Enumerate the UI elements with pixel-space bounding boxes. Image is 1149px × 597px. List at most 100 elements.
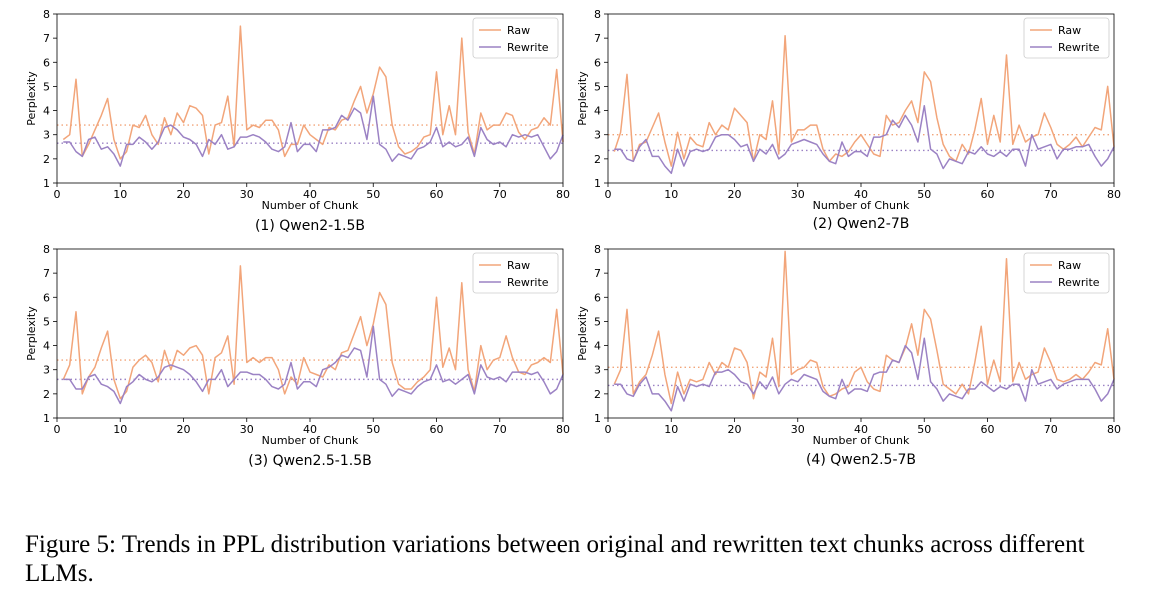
x-tick-label: 40 — [303, 423, 317, 436]
chart-panel-4: 0 10 20 30 40 50 60 70 80 1 2 3 4 5 6 7 8 Number of Chunk… — [576, 243, 1121, 468]
x-tick-label: 70 — [1044, 188, 1058, 201]
figure: 0 10 20 30 40 50 60 70 80 1 2 3 4 5 6 7 8 Number of Chunk… — [25, 8, 1121, 469]
legend-label-rewrite: Rewrite — [1058, 276, 1100, 289]
legend-label-rewrite: Rewrite — [1058, 41, 1100, 54]
legend-label-rewrite: Rewrite — [507, 276, 549, 289]
y-tick-label: 3 — [43, 364, 50, 377]
x-tick-label: 10 — [664, 188, 678, 201]
y-tick-label: 1 — [43, 412, 50, 425]
legend-label-raw: Raw — [1058, 24, 1081, 37]
x-tick-label: 40 — [854, 423, 868, 436]
y-axis-label: Perplexity — [576, 71, 589, 126]
subcaption: (4) Qwen2.5-7B — [806, 452, 916, 468]
subcaption: (3) Qwen2.5-1.5B — [248, 453, 371, 469]
y-tick-label: 7 — [594, 32, 601, 45]
legend-label-raw: Raw — [1058, 259, 1081, 272]
legend-box — [472, 252, 559, 294]
subcaption: (1) Qwen2-1.5B — [255, 218, 365, 234]
x-tick-label: 60 — [430, 423, 444, 436]
series-line-rewrite — [614, 104, 1115, 175]
x-tick-label: 20 — [177, 423, 191, 436]
y-tick-label: 6 — [43, 291, 50, 304]
legend-label-raw: Raw — [507, 24, 530, 37]
x-tick-label: 50 — [366, 188, 380, 201]
x-tick-label: 50 — [366, 423, 380, 436]
x-axis-label: Number of Chunk — [813, 434, 910, 447]
y-tick-label: 8 — [594, 8, 601, 21]
y-tick-label: 1 — [594, 412, 601, 425]
y-tick-label: 2 — [43, 388, 50, 401]
y-tick-label: 4 — [43, 105, 50, 118]
x-tick-label: 70 — [493, 188, 507, 201]
x-tick-label: 20 — [177, 188, 191, 201]
x-tick-label: 40 — [303, 188, 317, 201]
legend-label-raw: Raw — [507, 259, 530, 272]
y-tick-label: 3 — [43, 129, 50, 142]
y-tick-label: 2 — [43, 153, 50, 166]
x-tick-label: 30 — [791, 188, 805, 201]
y-tick-label: 3 — [594, 364, 601, 377]
x-tick-label: 80 — [556, 188, 570, 201]
x-tick-label: 50 — [917, 423, 931, 436]
x-tick-label: 0 — [605, 423, 612, 436]
chart-panel-3: 0 10 20 30 40 50 60 70 80 1 2 3 4 5 6 7 8 Number of Chunk… — [25, 243, 570, 469]
x-tick-label: 30 — [240, 423, 254, 436]
y-tick-label: 4 — [594, 105, 601, 118]
x-tick-label: 70 — [493, 423, 507, 436]
subcaption: (2) Qwen2-7B — [813, 216, 910, 232]
series-line-rewrite — [63, 325, 564, 405]
chart-panel-2: 0 10 20 30 40 50 60 70 80 1 2 3 4 5 6 7 8 Number of Chunk… — [576, 8, 1121, 232]
y-axis-label: Perplexity — [25, 71, 38, 126]
x-tick-label: 0 — [54, 188, 61, 201]
chart-panel-1: 0 10 20 30 40 50 60 70 80 1 2 3 4 5 6 7 8 Number of Chunk… — [25, 8, 570, 234]
y-tick-label: 5 — [43, 315, 50, 328]
legend-box — [1023, 252, 1110, 294]
x-tick-label: 60 — [430, 188, 444, 201]
figure-caption: Figure 5: Trends in PPL distribution var… — [25, 531, 1085, 587]
y-tick-label: 1 — [43, 177, 50, 190]
x-tick-label: 70 — [1044, 423, 1058, 436]
x-tick-label: 80 — [556, 423, 570, 436]
x-tick-label: 30 — [791, 423, 805, 436]
x-tick-label: 80 — [1107, 423, 1121, 436]
y-tick-label: 8 — [594, 243, 601, 256]
y-tick-label: 2 — [594, 153, 601, 166]
y-tick-label: 7 — [43, 267, 50, 280]
series-line-rewrite — [614, 337, 1115, 412]
x-tick-label: 60 — [981, 423, 995, 436]
y-tick-label: 6 — [43, 56, 50, 69]
x-tick-label: 50 — [917, 188, 931, 201]
x-tick-label: 40 — [854, 188, 868, 201]
legend-box — [1023, 17, 1110, 59]
x-tick-label: 0 — [54, 423, 61, 436]
y-tick-label: 1 — [594, 177, 601, 190]
x-axis-label: Number of Chunk — [813, 199, 910, 212]
series-line-raw — [62, 265, 564, 400]
series-line-rewrite — [63, 95, 564, 167]
y-tick-label: 7 — [43, 32, 50, 45]
x-tick-label: 10 — [113, 423, 127, 436]
y-tick-label: 8 — [43, 8, 50, 21]
y-tick-label: 8 — [43, 243, 50, 256]
x-tick-label: 20 — [728, 423, 742, 436]
y-tick-label: 6 — [594, 291, 601, 304]
y-tick-label: 4 — [594, 340, 601, 353]
y-tick-label: 6 — [594, 56, 601, 69]
legend-label-rewrite: Rewrite — [507, 41, 549, 54]
y-tick-label: 5 — [594, 315, 601, 328]
y-axis-label: Perplexity — [25, 306, 38, 361]
x-tick-label: 0 — [605, 188, 612, 201]
y-tick-label: 5 — [43, 80, 50, 93]
series-line-raw — [62, 25, 564, 160]
x-axis-label: Number of Chunk — [262, 199, 359, 212]
x-tick-label: 20 — [728, 188, 742, 201]
y-axis-label: Perplexity — [576, 306, 589, 361]
y-tick-label: 4 — [43, 340, 50, 353]
y-tick-label: 3 — [594, 129, 601, 142]
x-tick-label: 30 — [240, 188, 254, 201]
y-tick-label: 2 — [594, 388, 601, 401]
x-tick-label: 60 — [981, 188, 995, 201]
legend-box — [472, 17, 559, 59]
x-tick-label: 10 — [664, 423, 678, 436]
